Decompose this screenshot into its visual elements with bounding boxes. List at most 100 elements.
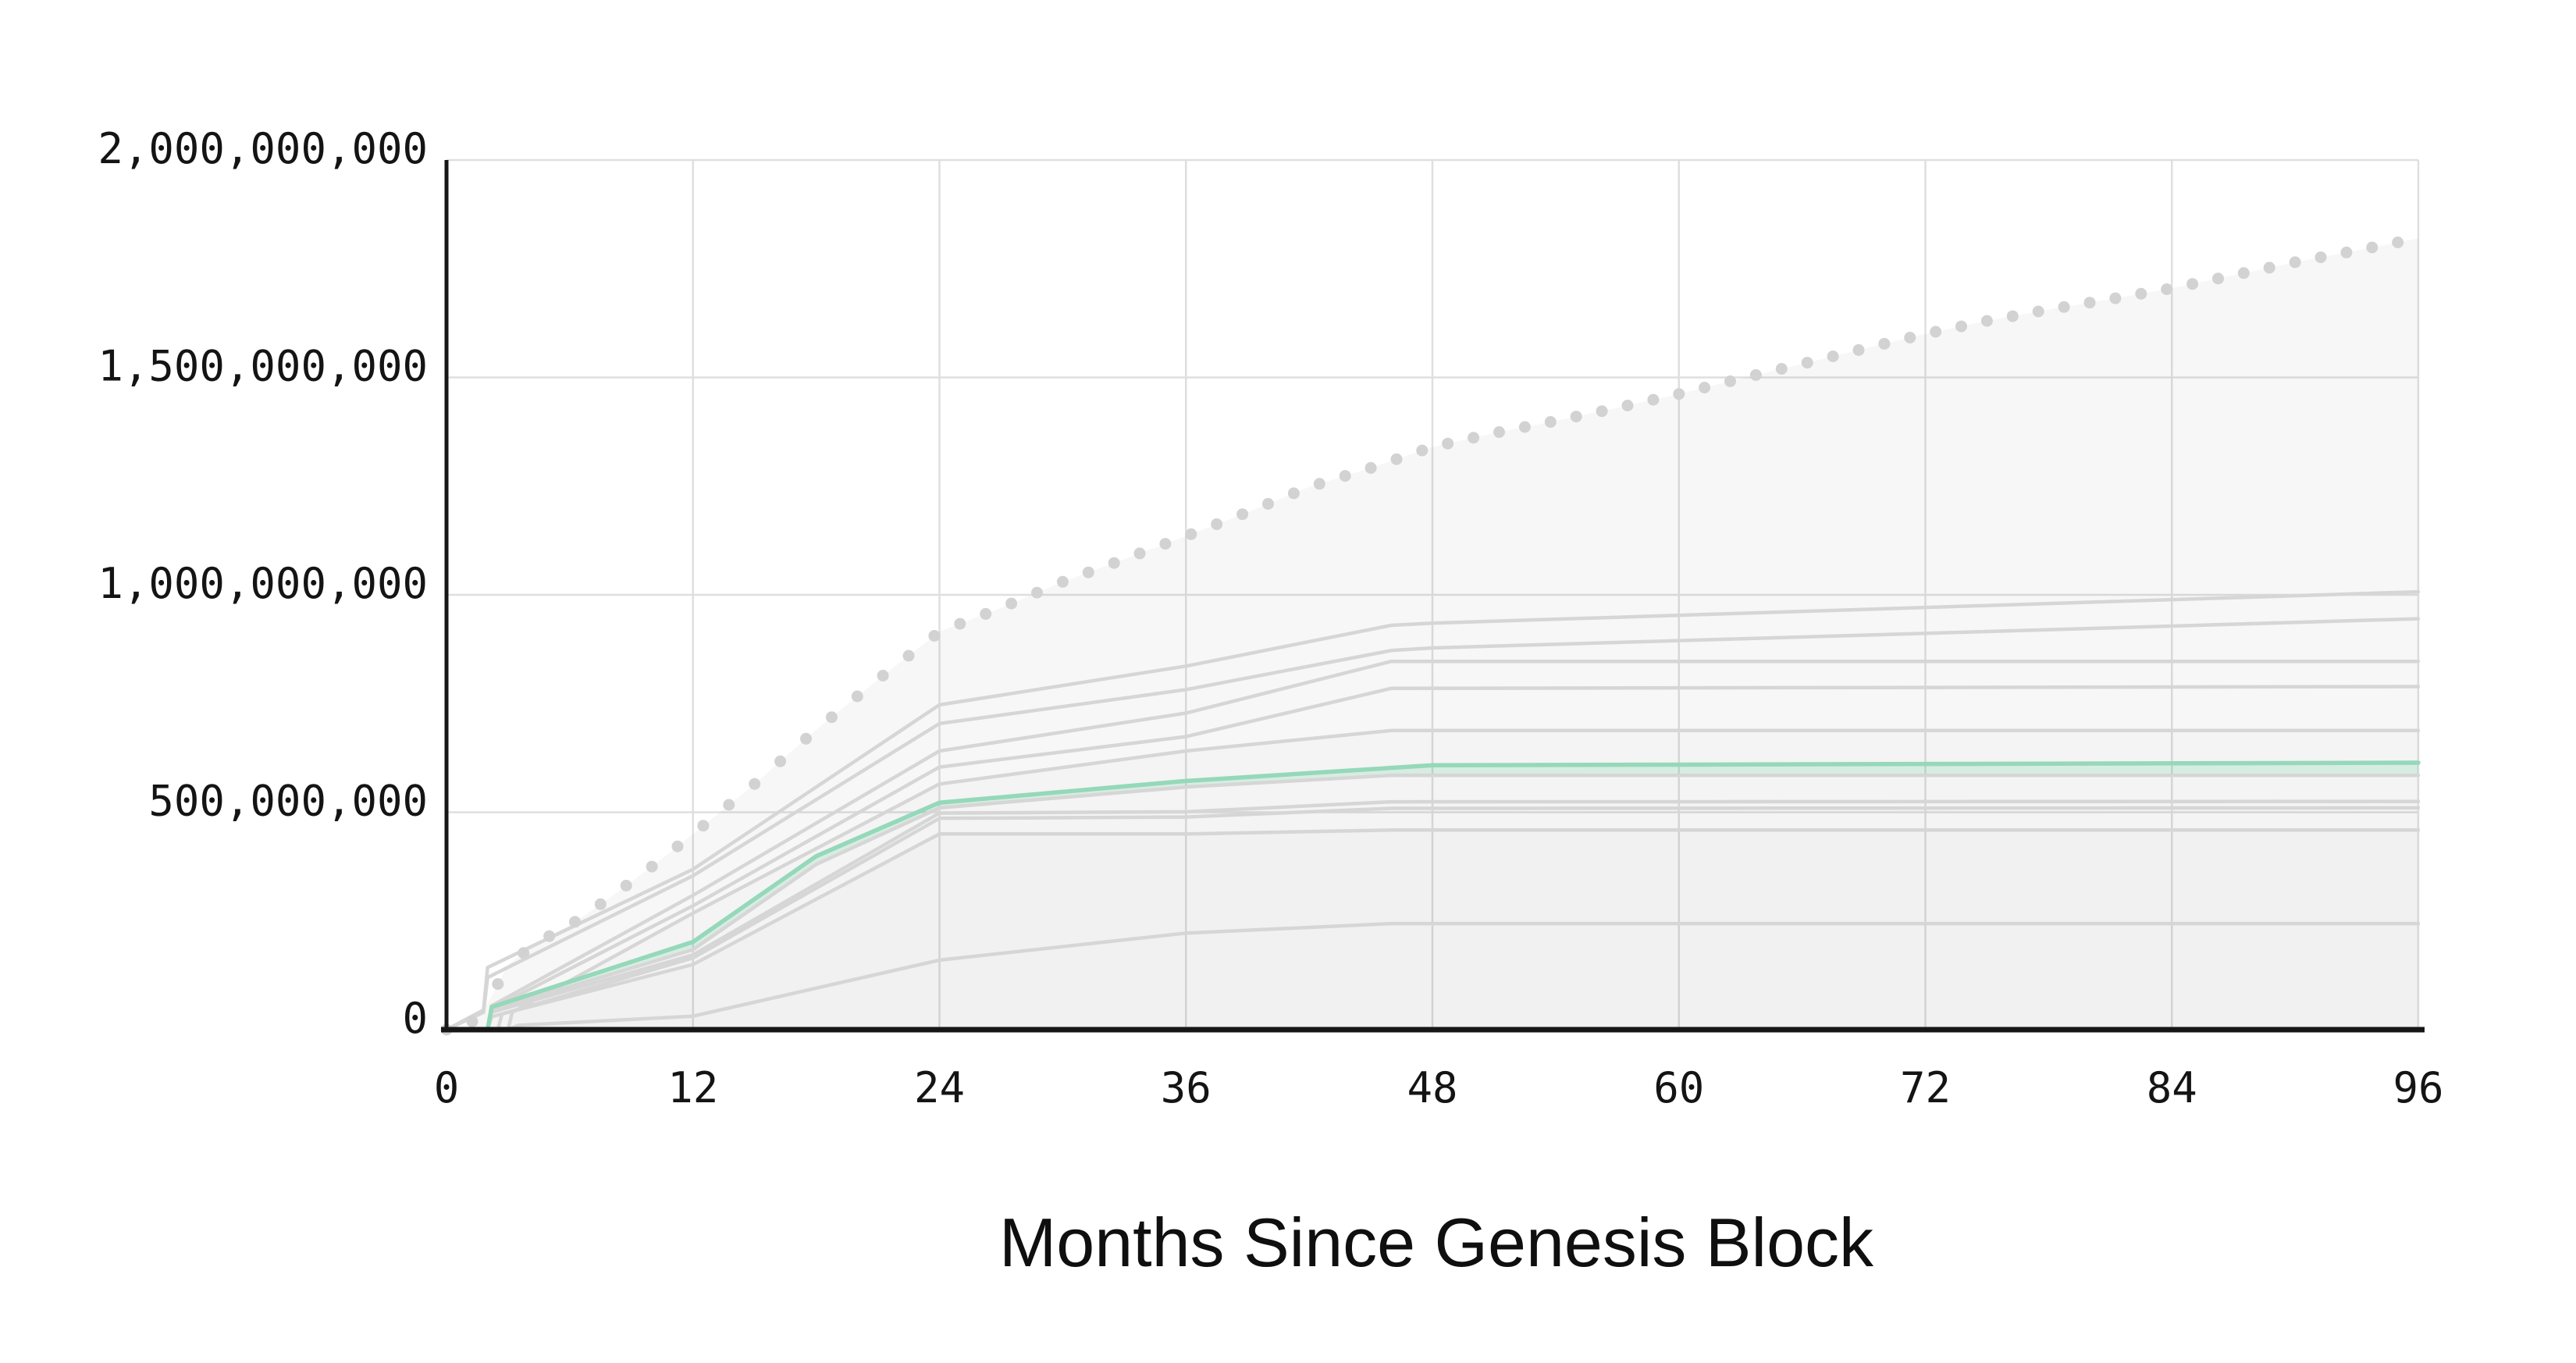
max-supply-dot xyxy=(646,860,658,873)
max-supply-dot xyxy=(1621,400,1634,411)
max-supply-dot xyxy=(569,916,581,928)
max-supply-dot xyxy=(749,778,761,790)
max-supply-dot xyxy=(2237,267,2250,279)
max-supply-dot xyxy=(2186,278,2199,290)
max-supply-dot xyxy=(1904,332,1916,343)
x-tick-label: 0 xyxy=(434,1063,460,1112)
max-supply-dot xyxy=(1518,421,1531,433)
y-tick-label: 0 xyxy=(402,994,428,1043)
x-axis-title: Months Since Genesis Block xyxy=(999,1204,1874,1281)
max-supply-dot xyxy=(2340,246,2353,258)
series-line-highlighted_supply_curve[interactable] xyxy=(444,760,2421,1032)
max-supply-dot xyxy=(1468,432,1480,444)
max-supply-dot xyxy=(1647,393,1660,406)
max-supply-dot xyxy=(543,930,556,942)
max-supply-dot xyxy=(851,690,863,703)
max-supply-dot xyxy=(877,670,889,682)
max-supply-dot xyxy=(1775,363,1788,375)
max-supply-dot xyxy=(671,840,684,852)
x-tick-label: 72 xyxy=(1900,1063,1951,1112)
max-supply-dot xyxy=(1159,538,1172,550)
max-supply-dot xyxy=(800,732,812,745)
x-tick-label: 12 xyxy=(667,1063,718,1112)
max-supply-dot xyxy=(518,947,530,959)
axes xyxy=(441,160,2425,1033)
max-supply-dot xyxy=(620,880,632,891)
max-supply-dot xyxy=(980,607,992,620)
max-supply-dot xyxy=(1930,326,1942,338)
max-supply-dot xyxy=(1185,528,1197,540)
max-supply-dot xyxy=(1005,597,1018,610)
max-supply-dot xyxy=(1364,461,1377,474)
max-supply-dotted-line[interactable] xyxy=(440,237,2404,1036)
max-supply-dot xyxy=(2289,256,2301,269)
max-supply-dot xyxy=(2006,310,2019,322)
max-supply-dot xyxy=(1442,437,1454,450)
max-supply-dot xyxy=(1699,382,1711,393)
x-tick-label: 84 xyxy=(2147,1063,2197,1112)
y-tick-label: 500,000,000 xyxy=(148,777,428,826)
series-line-supply_curve_02[interactable] xyxy=(444,617,2421,1032)
max-supply-dot xyxy=(2263,262,2275,274)
max-supply-dot xyxy=(1262,497,1274,510)
max-supply-dot xyxy=(954,617,966,630)
max-supply-dot xyxy=(1236,508,1249,521)
max-supply-dot xyxy=(1493,426,1505,438)
max-supply-dot xyxy=(2058,301,2070,313)
max-supply-dot xyxy=(697,820,710,832)
max-supply-dot xyxy=(1544,416,1557,428)
max-supply-dot xyxy=(1287,487,1300,500)
max-supply-dot xyxy=(1673,388,1685,400)
max-supply-dot xyxy=(2135,287,2147,300)
max-supply-dot xyxy=(2109,292,2122,304)
x-tick-label: 36 xyxy=(1161,1063,1212,1112)
series-lines xyxy=(444,589,2421,1032)
max-supply-dot xyxy=(1749,368,1762,381)
max-supply-dot xyxy=(2161,283,2173,295)
max-supply-dot xyxy=(1031,586,1043,599)
x-tick-label: 24 xyxy=(914,1063,965,1112)
max-supply-dot xyxy=(1724,375,1736,387)
axis-tick-labels: 0 500,000,000 1,000,000,000 1,500,000,000 2,… xyxy=(98,124,2443,1112)
y-tick-label: 1,500,000,000 xyxy=(98,342,428,391)
max-supply-dot xyxy=(1313,478,1325,490)
max-supply-dot xyxy=(1211,518,1223,530)
max-supply-dot xyxy=(2392,237,2404,248)
max-supply-dot xyxy=(2314,251,2327,264)
max-supply-dot xyxy=(466,1016,479,1028)
gridlines xyxy=(447,158,2420,1030)
max-supply-dot xyxy=(1801,357,1813,369)
max-supply-dot xyxy=(2032,305,2044,318)
max-supply-dot xyxy=(723,799,735,811)
max-supply-dot xyxy=(1108,557,1120,569)
max-supply-dot xyxy=(1827,351,1839,362)
max-supply-dot xyxy=(1980,315,1993,327)
max-supply-dot xyxy=(2212,272,2224,285)
max-supply-dot xyxy=(1082,566,1094,578)
max-supply-dot xyxy=(774,755,787,767)
max-supply-dot xyxy=(928,630,941,642)
x-tick-label: 96 xyxy=(2393,1063,2443,1112)
series-line-supply_curve_05[interactable] xyxy=(444,728,2421,1032)
max-supply-dot xyxy=(1133,547,1146,560)
max-supply-dot xyxy=(1390,453,1403,465)
x-tick-label: 48 xyxy=(1407,1063,1457,1112)
max-supply-dot xyxy=(492,978,504,990)
max-supply-dot xyxy=(1955,320,1967,333)
max-supply-dot xyxy=(1878,337,1891,350)
max-supply-dot xyxy=(1416,444,1429,457)
max-supply-dot xyxy=(1596,405,1608,418)
y-tick-label: 1,000,000,000 xyxy=(98,559,428,608)
max-supply-dot xyxy=(1852,343,1865,356)
max-supply-dot xyxy=(2366,241,2379,254)
max-supply-dot xyxy=(594,898,607,910)
max-supply-dot xyxy=(825,711,838,724)
x-tick-label: 60 xyxy=(1653,1063,1704,1112)
max-supply-dot xyxy=(2083,297,2096,309)
max-supply-dot xyxy=(1339,470,1351,482)
y-tick-label: 2,000,000,000 xyxy=(98,124,428,173)
max-supply-dot xyxy=(1056,575,1069,588)
max-supply-dot xyxy=(1570,411,1582,423)
